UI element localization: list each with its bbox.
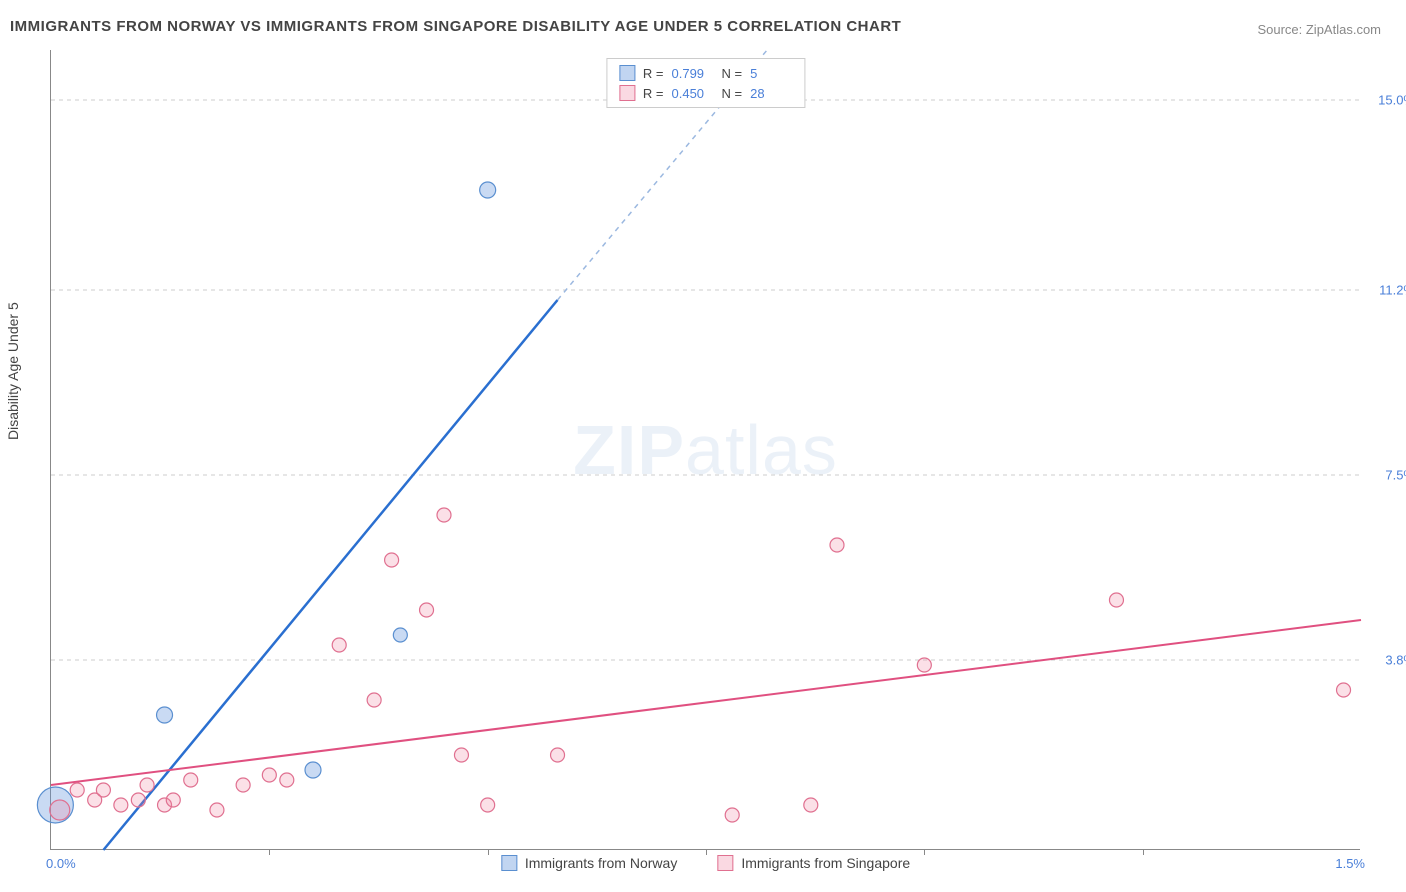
series-legend: Immigrants from Norway Immigrants from S… [501,855,910,871]
source-attribution: Source: ZipAtlas.com [1257,22,1381,37]
swatch-singapore-icon [717,855,733,871]
n-value-singapore: 28 [750,86,792,101]
x-tick [269,849,270,855]
y-tick-label: 7.5% [1385,468,1406,483]
x-tick [488,849,489,855]
x-tick [924,849,925,855]
x-tick-min: 0.0% [46,856,76,871]
stats-legend: R = 0.799 N = 5 R = 0.450 N = 28 [606,58,805,108]
y-tick-label: 3.8% [1385,653,1406,668]
legend-item-singapore: Immigrants from Singapore [717,855,910,871]
x-tick [706,849,707,855]
x-tick-max: 1.5% [1335,856,1365,871]
legend-label-singapore: Immigrants from Singapore [741,855,910,871]
y-tick-label: 11.2% [1379,283,1406,298]
swatch-singapore [619,85,635,101]
legend-label-norway: Immigrants from Norway [525,855,677,871]
plot-area: ZIPatlas R = 0.799 N = 5 R = 0.450 N = 2… [50,50,1360,850]
swatch-norway [619,65,635,81]
y-tick-label: 15.0% [1378,93,1406,108]
legend-row-norway: R = 0.799 N = 5 [619,63,792,83]
x-tick [1143,849,1144,855]
legend-item-norway: Immigrants from Norway [501,855,677,871]
chart-title: IMMIGRANTS FROM NORWAY VS IMMIGRANTS FRO… [10,18,901,35]
n-value-norway: 5 [750,66,792,81]
y-axis-title: Disability Age Under 5 [5,302,21,440]
plot-svg [51,50,1360,849]
legend-row-singapore: R = 0.450 N = 28 [619,83,792,103]
r-value-singapore: 0.450 [672,86,714,101]
r-value-norway: 0.799 [672,66,714,81]
correlation-chart: IMMIGRANTS FROM NORWAY VS IMMIGRANTS FRO… [0,0,1406,892]
swatch-norway-icon [501,855,517,871]
